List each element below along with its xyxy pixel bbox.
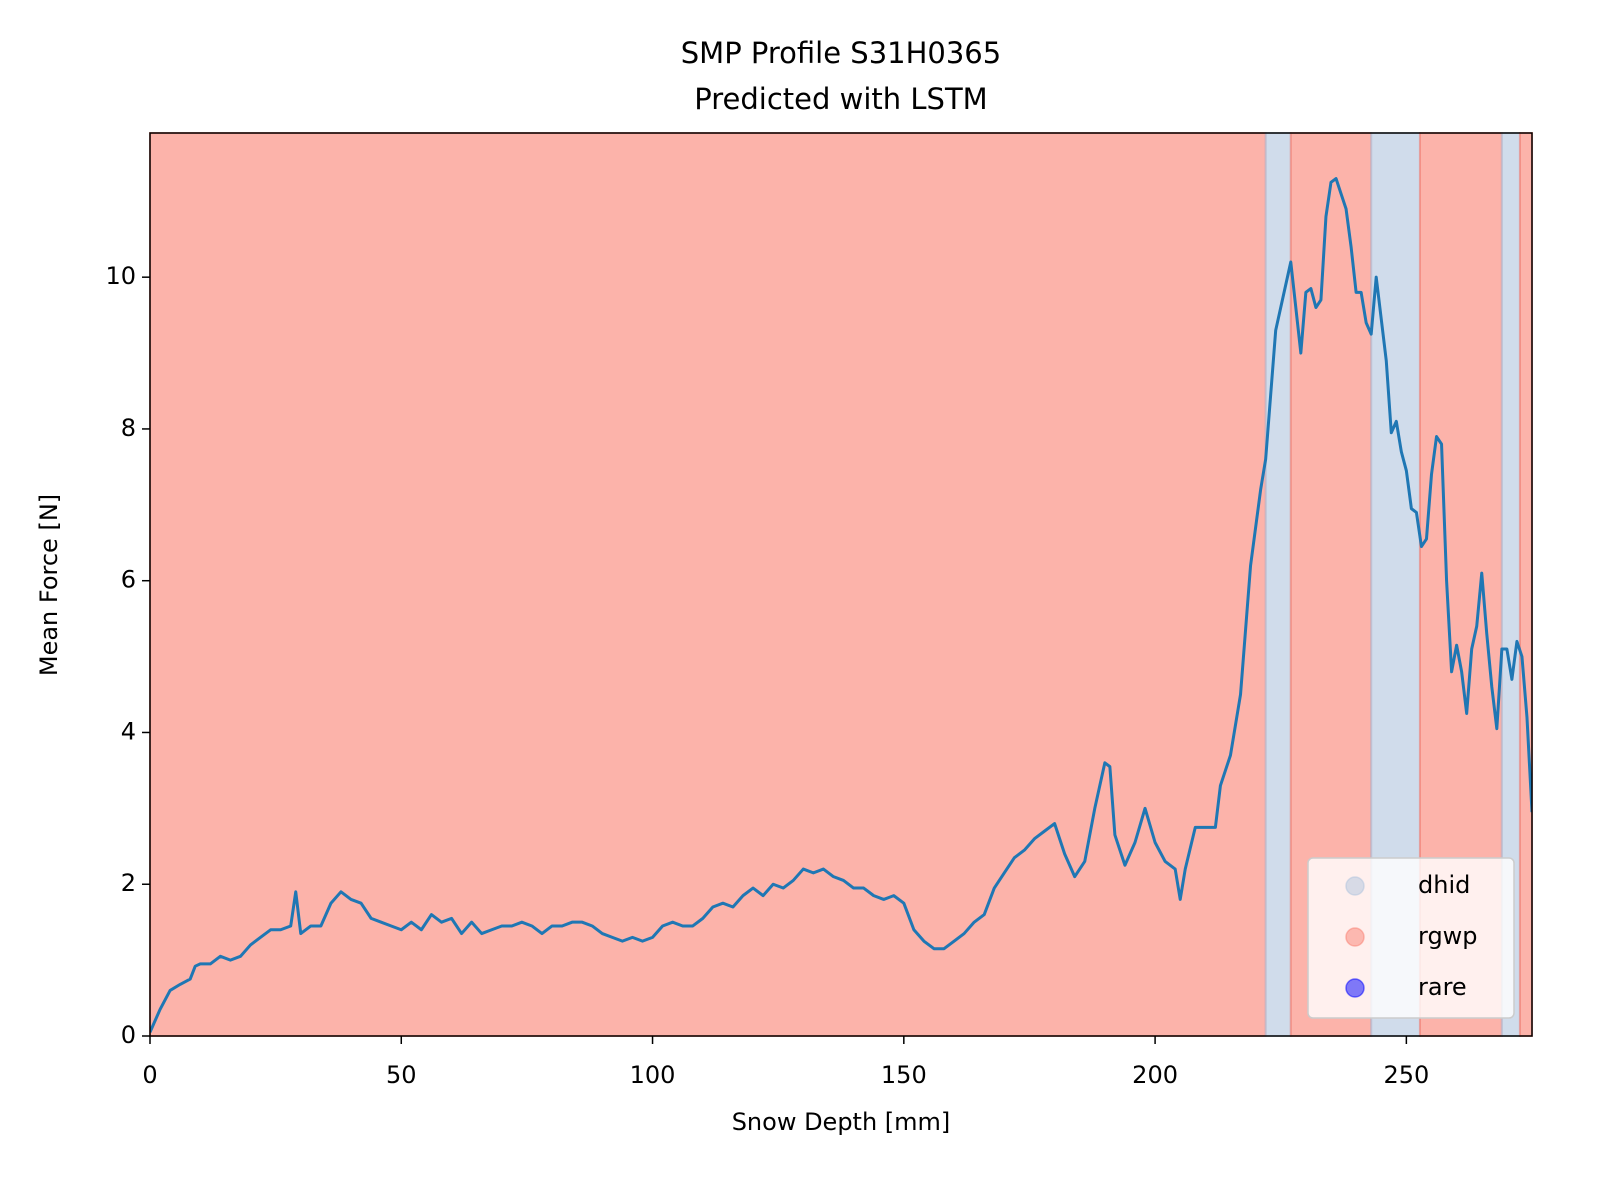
x-tick-label: 250 [1383, 1061, 1429, 1089]
legend-label: rgwp [1418, 922, 1478, 950]
legend-marker [1345, 978, 1365, 998]
legend-marker [1345, 876, 1365, 896]
y-tick-label: 10 [105, 262, 136, 290]
x-axis-label: Snow Depth [mm] [732, 1108, 951, 1136]
x-tick-label: 0 [142, 1061, 157, 1089]
x-tick-label: 150 [881, 1061, 927, 1089]
x-tick-label: 200 [1132, 1061, 1178, 1089]
y-tick-label: 2 [121, 869, 136, 897]
plot-frame [149, 132, 1533, 1037]
legend-label: dhid [1418, 871, 1470, 899]
data-line [150, 177, 1532, 1033]
class-band [149, 132, 1267, 1037]
x-tick-label: 50 [386, 1061, 417, 1089]
class-band [1518, 132, 1534, 1037]
y-tick-label: 8 [121, 414, 136, 442]
y-axis-label: Mean Force [N] [35, 494, 63, 676]
legend-marker [1345, 927, 1365, 947]
y-tick-label: 4 [121, 717, 136, 745]
legend-box [1307, 857, 1515, 1019]
chart-title: SMP Profile S31H0365 [681, 36, 1001, 70]
y-tick-label: 0 [121, 1021, 136, 1049]
chart-subtitle: Predicted with LSTM [694, 82, 987, 116]
class-band [1264, 132, 1292, 1037]
x-tick-label: 100 [630, 1061, 676, 1089]
legend-label: rare [1418, 973, 1467, 1001]
y-tick-label: 6 [121, 566, 136, 594]
